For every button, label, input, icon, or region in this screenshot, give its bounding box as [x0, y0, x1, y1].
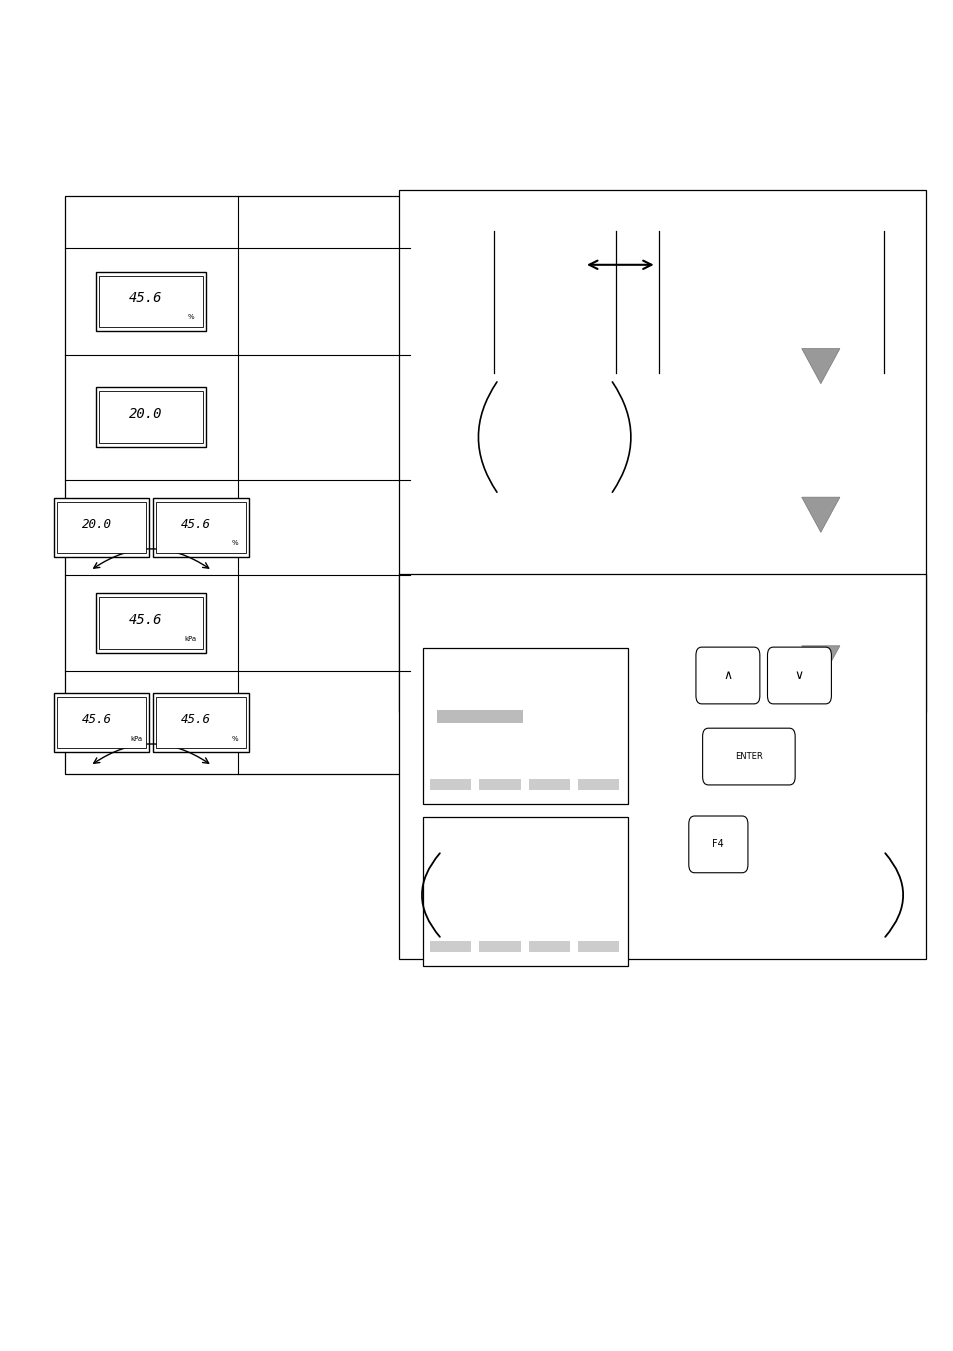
Bar: [398, 190, 925, 712]
Text: 20.0: 20.0: [129, 407, 162, 422]
Bar: [422, 648, 627, 804]
Text: ∨: ∨: [794, 669, 803, 682]
Text: 20.0: 20.0: [82, 517, 112, 531]
Bar: [99, 276, 203, 327]
Text: %: %: [187, 315, 193, 320]
Bar: [53, 693, 149, 753]
Bar: [153, 693, 249, 753]
Bar: [65, 196, 410, 774]
Text: 45.6: 45.6: [82, 713, 112, 725]
FancyBboxPatch shape: [688, 816, 747, 873]
Bar: [430, 942, 471, 952]
Bar: [578, 942, 618, 952]
Bar: [578, 778, 618, 790]
Bar: [156, 501, 246, 553]
Bar: [56, 697, 146, 748]
Bar: [99, 597, 203, 648]
Bar: [436, 709, 522, 723]
FancyBboxPatch shape: [695, 647, 759, 704]
Bar: [53, 497, 149, 557]
Bar: [56, 501, 146, 553]
Text: %: %: [232, 540, 238, 546]
Bar: [96, 388, 206, 447]
Bar: [96, 593, 206, 653]
Polygon shape: [801, 497, 839, 532]
Text: ENTER: ENTER: [734, 753, 762, 761]
Bar: [99, 392, 203, 443]
Bar: [479, 778, 520, 790]
Bar: [528, 942, 569, 952]
Polygon shape: [801, 646, 839, 681]
Bar: [398, 574, 925, 959]
Text: 45.6: 45.6: [129, 292, 162, 305]
Text: 45.6: 45.6: [181, 713, 211, 725]
Bar: [153, 497, 249, 557]
Polygon shape: [801, 349, 839, 384]
Bar: [528, 778, 569, 790]
FancyBboxPatch shape: [701, 728, 794, 785]
Text: %: %: [232, 735, 238, 742]
Text: 45.6: 45.6: [129, 613, 162, 627]
Text: kPa: kPa: [185, 636, 196, 642]
Bar: [156, 697, 246, 748]
Bar: [422, 817, 627, 966]
FancyBboxPatch shape: [766, 647, 830, 704]
Bar: [430, 778, 471, 790]
Bar: [479, 942, 520, 952]
Text: ∧: ∧: [722, 669, 732, 682]
Text: kPa: kPa: [130, 735, 142, 742]
Text: 45.6: 45.6: [181, 517, 211, 531]
Text: F4: F4: [712, 839, 723, 850]
Bar: [96, 272, 206, 331]
